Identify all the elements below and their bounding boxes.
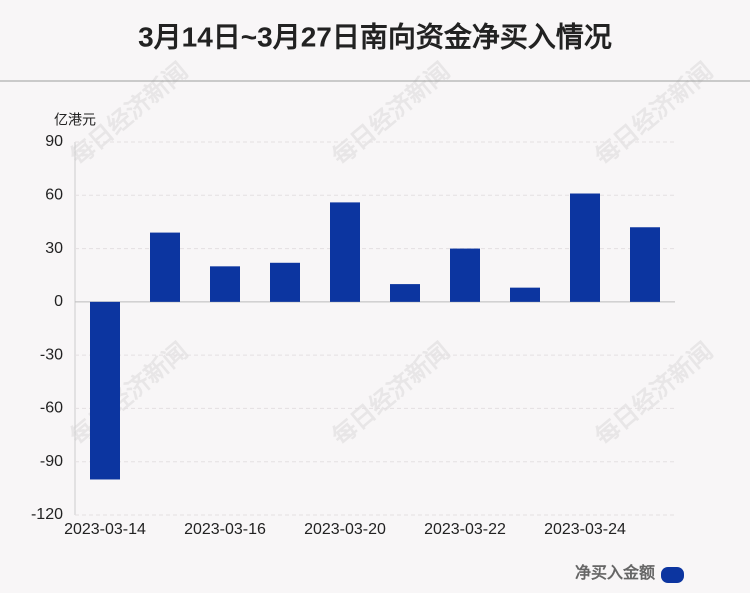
- bar: [150, 232, 180, 302]
- y-tick-label: 0: [54, 293, 63, 310]
- bar: [510, 287, 540, 302]
- x-tick-label: 2023-03-22: [424, 521, 506, 538]
- bar: [630, 227, 660, 302]
- bar: [450, 248, 480, 302]
- x-tick-label: 2023-03-24: [544, 521, 626, 538]
- bar: [90, 301, 120, 480]
- y-tick-label: -90: [40, 453, 63, 470]
- y-tick-label: 90: [45, 133, 63, 150]
- y-tick-label: -60: [40, 400, 63, 417]
- y-axis-label: 亿港元: [54, 112, 96, 128]
- x-tick-label: 2023-03-20: [304, 521, 386, 538]
- bar: [210, 266, 240, 302]
- y-tick-label: 60: [45, 187, 63, 204]
- legend-swatch: [661, 567, 684, 583]
- x-tick-label: 2023-03-16: [184, 521, 266, 538]
- x-tick-label: 2023-03-14: [64, 521, 146, 538]
- y-tick-label: -120: [31, 506, 63, 523]
- bar: [270, 262, 300, 302]
- bar: [570, 193, 600, 302]
- chart-title: 3月14日~3月27日南向资金净买入情况: [138, 20, 612, 52]
- bar: [330, 202, 360, 302]
- legend-label: 净买入金额: [575, 563, 655, 582]
- y-tick-label: 30: [45, 240, 63, 257]
- bar: [390, 284, 420, 302]
- y-tick-label: -30: [40, 346, 63, 363]
